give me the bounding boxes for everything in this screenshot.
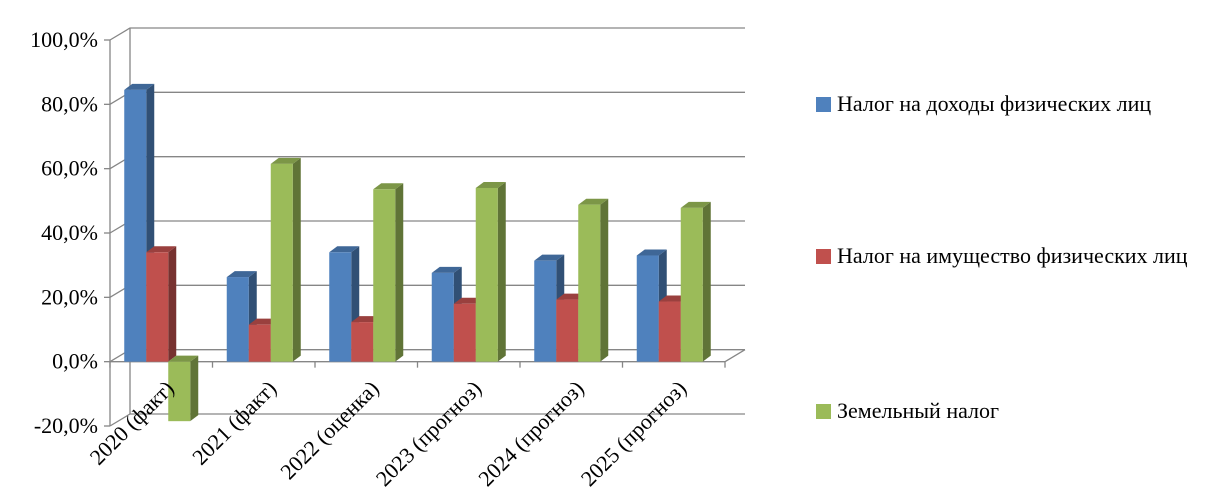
legend-item-pit: Налог на доходы физических лиц xyxy=(816,89,1151,119)
bar-top xyxy=(146,246,177,253)
bar-front xyxy=(636,255,659,362)
chart-legend: Налог на доходы физических лиц Налог на … xyxy=(816,0,1221,503)
legend-swatch-pit xyxy=(816,97,831,112)
x-tick-label: 2023 (прогноз) xyxy=(371,376,487,492)
bar-front xyxy=(329,252,352,362)
bar-side xyxy=(292,157,301,362)
bar xyxy=(146,246,177,362)
bar xyxy=(680,201,711,362)
bar-top xyxy=(636,249,667,256)
bar-front xyxy=(373,189,396,362)
legend-item-land: Земельный налог xyxy=(816,396,999,426)
bar-front xyxy=(453,303,476,362)
bar-front xyxy=(146,252,169,362)
bar-side xyxy=(702,201,711,362)
gridline xyxy=(109,220,745,234)
bar xyxy=(270,157,301,362)
bar-top xyxy=(124,83,155,90)
y-tick-label: 60,0% xyxy=(41,156,98,181)
bar-top xyxy=(226,271,257,278)
bar-top xyxy=(168,355,199,362)
bar-front xyxy=(431,272,454,362)
grid xyxy=(104,27,745,427)
bar-front xyxy=(168,361,191,422)
bar-top xyxy=(329,246,360,253)
x-tick-label: 2025 (прогноз) xyxy=(576,376,692,492)
bar-top xyxy=(270,157,301,164)
bar-front xyxy=(475,187,498,362)
bar-front xyxy=(226,277,249,362)
bar-front xyxy=(578,204,601,362)
bar-top xyxy=(680,201,711,208)
bar xyxy=(578,198,609,362)
legend-swatch-land xyxy=(816,404,831,419)
x-tick-label: 2024 (прогноз) xyxy=(473,376,589,492)
bar-front xyxy=(248,324,271,362)
gridline xyxy=(109,156,745,170)
gridline xyxy=(109,27,745,41)
legend-label-pit: Налог на доходы физических лиц xyxy=(837,91,1152,116)
bar-side xyxy=(600,198,609,362)
legend-label-land: Земельный налог xyxy=(837,398,1000,423)
bar-chart: 100,0% 80,0% 60,0% 40,0% 20,0% 0,0% -20,0%2020… xyxy=(30,27,746,492)
bar-top xyxy=(534,254,565,261)
bar-side xyxy=(497,181,506,362)
y-tick-label: -20,0% xyxy=(34,413,98,438)
y-tick-label: 0,0% xyxy=(52,349,98,374)
legend-label-property: Налог на имущество физических лиц xyxy=(837,243,1188,268)
bar xyxy=(475,181,506,362)
bar-side xyxy=(190,355,199,422)
y-tick-label: 100,0% xyxy=(30,27,98,52)
x-tick-label: 2021 (факт) xyxy=(187,376,281,470)
bar-front xyxy=(534,260,557,362)
bar-front xyxy=(124,89,147,362)
bar-front xyxy=(351,322,374,362)
y-tick-label: 20,0% xyxy=(41,284,98,309)
legend-swatch-property xyxy=(816,249,831,264)
bar-top xyxy=(475,181,506,188)
bar-top xyxy=(578,198,609,205)
bar xyxy=(373,183,404,362)
x-tick-label: 2020 (факт) xyxy=(85,376,179,470)
bar-front xyxy=(556,299,579,362)
gridline xyxy=(109,91,745,105)
y-tick-label: 80,0% xyxy=(41,91,98,116)
bars xyxy=(124,83,711,422)
bar-front xyxy=(680,207,703,362)
bar-top xyxy=(431,266,462,273)
bar-side xyxy=(395,183,404,362)
bar-side xyxy=(168,246,177,362)
y-tick-label: 40,0% xyxy=(41,220,98,245)
x-tick-label: 2022 (оценка) xyxy=(275,376,384,485)
bar-front xyxy=(270,163,293,362)
bar-front xyxy=(658,301,681,362)
legend-item-property: Налог на имущество физических лиц xyxy=(816,241,1196,271)
bar xyxy=(168,355,199,422)
bar-top xyxy=(373,183,404,190)
